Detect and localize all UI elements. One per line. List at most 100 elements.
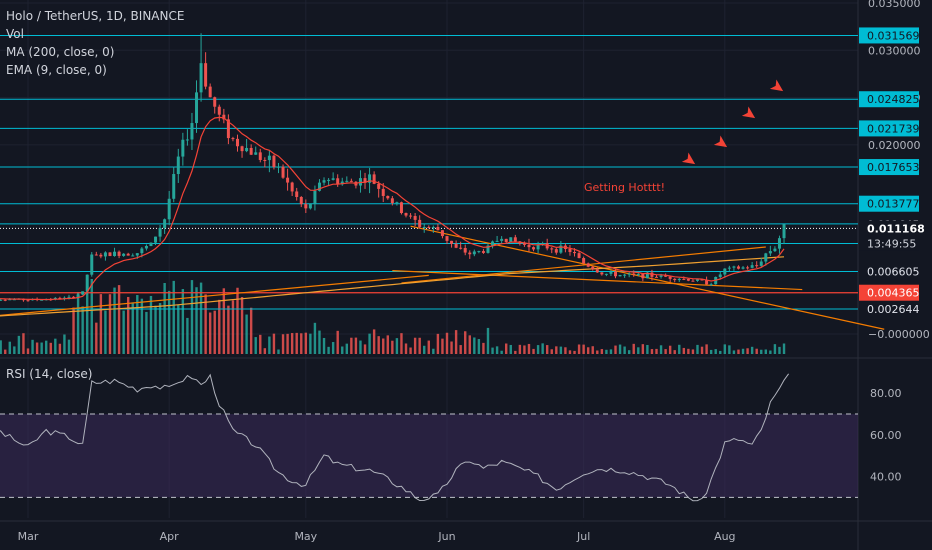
candle-body	[723, 268, 727, 275]
volume-bar	[432, 348, 435, 354]
volume-bar	[728, 345, 731, 354]
volume-bar	[491, 347, 494, 354]
candle-body	[627, 273, 631, 275]
candle-body	[122, 253, 126, 256]
candle-body	[659, 275, 663, 277]
candle-body	[26, 300, 30, 302]
candle-body	[600, 272, 604, 275]
volume-bar	[545, 345, 549, 354]
volume-bar	[35, 342, 39, 354]
candle-body	[331, 178, 335, 180]
candle-body	[372, 174, 376, 184]
volume-bar	[409, 347, 412, 354]
volume-bar	[359, 340, 362, 354]
candle-body	[440, 230, 444, 237]
volume-bar	[309, 333, 312, 354]
volume-bar	[26, 348, 30, 354]
volume-bar	[227, 305, 230, 354]
price-level-label-bg	[859, 91, 919, 108]
candle-body	[399, 202, 403, 214]
candle-body	[477, 251, 481, 253]
candle-body	[99, 254, 103, 257]
annotation-text[interactable]: Getting Hotttt!	[584, 181, 666, 194]
volume-bar	[523, 345, 526, 354]
volume-bar	[186, 317, 189, 354]
rsi-legend: RSI (14, close)	[6, 367, 93, 381]
volume-bar	[218, 299, 221, 354]
volume-bar	[559, 346, 563, 354]
volume-bar	[386, 335, 389, 354]
volume-bar	[318, 330, 321, 354]
candle-body	[117, 251, 121, 256]
volume-bar	[500, 350, 503, 354]
candle-body	[450, 240, 454, 244]
candle-body	[673, 278, 677, 281]
candle-body	[258, 152, 262, 160]
volume-bar	[395, 338, 399, 354]
candle-body	[363, 178, 367, 183]
volume-bar	[527, 343, 531, 354]
volume-bar	[249, 307, 253, 354]
volume-bar	[573, 350, 576, 354]
volume-bar	[300, 333, 303, 354]
volume-bar	[286, 333, 289, 354]
volume-bar	[687, 348, 690, 354]
volume-bar	[468, 335, 471, 354]
candle-body	[254, 152, 258, 155]
volume-bar	[331, 342, 335, 354]
price-level-label: 0.021739	[867, 122, 920, 135]
volume-bar	[550, 349, 553, 354]
candle-body	[90, 254, 94, 275]
candle-body	[8, 299, 12, 301]
candle-body	[705, 279, 709, 285]
price-level-label: 0.024825	[867, 93, 920, 106]
candle-body	[582, 258, 586, 264]
candle-body	[495, 240, 499, 242]
candle-body	[190, 123, 194, 140]
volume-bar	[705, 344, 708, 354]
volume-bar	[313, 322, 317, 354]
volume-bar	[423, 345, 426, 354]
red-level-label: 0.004365	[867, 287, 920, 300]
volume-bar	[263, 348, 267, 354]
candle-body	[700, 279, 704, 281]
volume-bar	[49, 342, 52, 354]
candle-body	[204, 63, 208, 87]
volume-bar	[236, 287, 239, 354]
volume-bar	[117, 285, 121, 354]
candle-body	[185, 139, 189, 141]
candle-body	[295, 191, 299, 198]
candle-body	[718, 274, 722, 277]
volume-bar	[427, 340, 430, 354]
candle-body	[645, 272, 649, 279]
volume-bar	[459, 345, 462, 354]
volume-bar	[208, 312, 212, 354]
time-tick-label: Jul	[576, 530, 590, 543]
candle-body	[568, 248, 572, 253]
time-tick-label: May	[294, 530, 317, 543]
volume-bar	[190, 280, 194, 354]
volume-bar	[700, 346, 704, 354]
candle-body	[468, 252, 472, 255]
volume-bar	[322, 337, 326, 354]
volume-bar	[473, 337, 476, 354]
candle-body	[349, 180, 353, 182]
candle-body	[636, 273, 640, 275]
candle-body	[481, 251, 485, 253]
price-level-label: 0.031569	[867, 29, 920, 42]
candle-body	[664, 275, 668, 277]
volume-bar	[272, 333, 276, 354]
candle-body	[213, 97, 217, 107]
volume-bar	[126, 296, 130, 354]
volume-bar	[673, 350, 676, 354]
candle-body	[58, 297, 62, 300]
volume-bar	[90, 279, 93, 354]
volume-bar	[778, 346, 781, 354]
candle-body	[286, 177, 290, 183]
volume-bar	[486, 327, 490, 354]
volume-bar	[746, 348, 749, 354]
candle-body	[709, 284, 713, 286]
rsi-tick-label: 80.00	[870, 387, 902, 400]
volume-bar	[714, 349, 717, 354]
